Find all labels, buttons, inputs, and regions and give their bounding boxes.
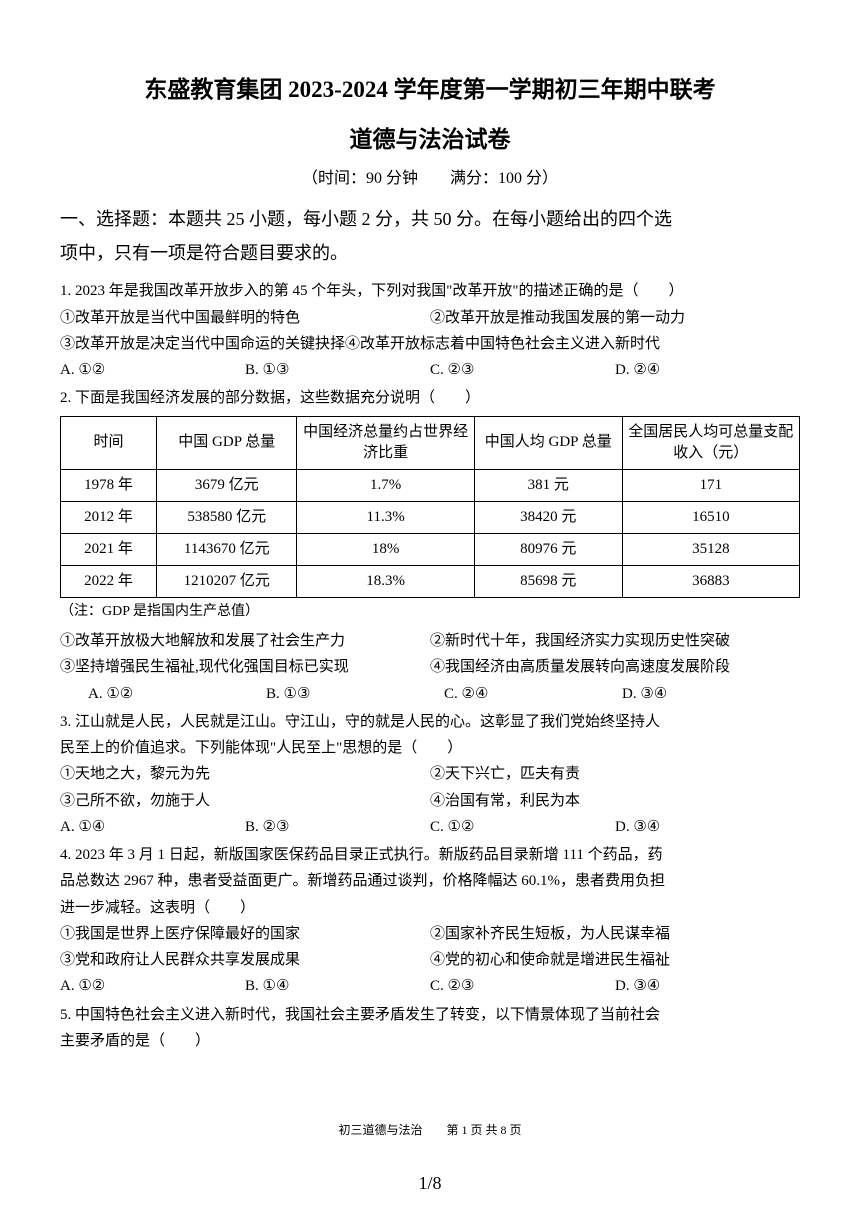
q2-option-c: C. ②④ [444, 681, 622, 707]
q2-option-d: D. ③④ [622, 681, 800, 707]
q4-option-d: D. ③④ [615, 973, 800, 999]
cell: 16510 [622, 501, 799, 533]
q1-option-b: B. ①③ [245, 357, 430, 383]
q4-stem-line3: 进一步减轻。这表明（ ） [60, 895, 800, 921]
q4-statement-3: ③党和政府让人民群众共享发展成果 [60, 947, 430, 973]
th-income: 全国居民人均可总量支配收入（元） [622, 416, 799, 469]
q3-option-c: C. ①② [430, 814, 615, 840]
q3-option-a: A. ①④ [60, 814, 245, 840]
cell: 36883 [622, 565, 799, 597]
q2-statement-2: ②新时代十年，我国经济实力实现历史性突破 [430, 628, 800, 654]
q1-option-d: D. ②④ [615, 357, 800, 383]
q3-stem-line2: 民至上的价值追求。下列能体现"人民至上"思想的是（ ） [60, 735, 800, 761]
exam-page: 东盛教育集团 2023-2024 学年度第一学期初三年期中联考 道德与法治试卷 … [0, 0, 860, 1216]
th-percapita: 中国人均 GDP 总量 [474, 416, 622, 469]
cell: 18.3% [297, 565, 474, 597]
title-sub: 道德与法治试卷 [60, 120, 800, 154]
table-row: 2012 年 538580 亿元 11.3% 38420 元 16510 [61, 501, 800, 533]
q4-stem-line1: 4. 2023 年 3 月 1 日起，新版国家医保药品目录正式执行。新版药品目录… [60, 842, 800, 868]
q1-statement-34: ③改革开放是决定当代中国命运的关键抉择④改革开放标志着中国特色社会主义进入新时代 [60, 331, 800, 357]
cell: 1.7% [297, 469, 474, 501]
section-heading: 一、选择题：本题共 25 小题，每小题 2 分，共 50 分。在每小题给出的四个… [60, 202, 800, 270]
q5-stem-line2: 主要矛盾的是（ ） [60, 1028, 800, 1054]
q4-stem-line2: 品总数达 2967 种，患者受益面更广。新增药品通过谈判，价格降幅达 60.1%… [60, 868, 800, 894]
table-row: 2021 年 1143670 亿元 18% 80976 元 35128 [61, 533, 800, 565]
table-row: 1978 年 3679 亿元 1.7% 381 元 171 [61, 469, 800, 501]
q4-statement-1: ①我国是世界上医疗保障最好的国家 [60, 921, 430, 947]
title-main: 东盛教育集团 2023-2024 学年度第一学期初三年期中联考 [60, 70, 800, 104]
cell: 2012 年 [61, 501, 157, 533]
table-header-row: 时间 中国 GDP 总量 中国经济总量约占世界经济比重 中国人均 GDP 总量 … [61, 416, 800, 469]
th-gdp: 中国 GDP 总量 [157, 416, 297, 469]
q2-data-table: 时间 中国 GDP 总量 中国经济总量约占世界经济比重 中国人均 GDP 总量 … [60, 416, 800, 598]
question-2: 2. 下面是我国经济发展的部分数据，这些数据充分说明（ ） 时间 中国 GDP … [60, 385, 800, 707]
q1-statement-1: ①改革开放是当代中国最鲜明的特色 [60, 305, 430, 331]
q4-option-c: C. ②③ [430, 973, 615, 999]
cell: 2022 年 [61, 565, 157, 597]
th-time: 时间 [61, 416, 157, 469]
q1-option-c: C. ②③ [430, 357, 615, 383]
q2-note: （注：GDP 是指国内生产总值） [60, 600, 800, 625]
question-5: 5. 中国特色社会主义进入新时代，我国社会主要矛盾发生了转变，以下情景体现了当前… [60, 1002, 800, 1055]
q2-option-b: B. ①③ [266, 681, 444, 707]
q2-stem: 2. 下面是我国经济发展的部分数据，这些数据充分说明（ ） [60, 385, 800, 411]
q3-stem-line1: 3. 江山就是人民，人民就是江山。守江山，守的就是人民的心。这彰显了我们党始终坚… [60, 709, 800, 735]
q4-statement-2: ②国家补齐民生短板，为人民谋幸福 [430, 921, 800, 947]
q1-option-a: A. ①② [60, 357, 245, 383]
cell: 1978 年 [61, 469, 157, 501]
q2-statement-3: ③坚持增强民生福祉,现代化强国目标已实现 [60, 654, 430, 680]
cell: 1210207 亿元 [157, 565, 297, 597]
q2-statement-1: ①改革开放极大地解放和发展了社会生产力 [60, 628, 430, 654]
cell: 3679 亿元 [157, 469, 297, 501]
q2-statement-4: ④我国经济由高质量发展转向高速度发展阶段 [430, 654, 800, 680]
question-1: 1. 2023 年是我国改革开放步入的第 45 个年头，下列对我国"改革开放"的… [60, 278, 800, 383]
cell: 11.3% [297, 501, 474, 533]
cell: 538580 亿元 [157, 501, 297, 533]
q3-option-d: D. ③④ [615, 814, 800, 840]
q4-option-b: B. ①④ [245, 973, 430, 999]
cell: 18% [297, 533, 474, 565]
q3-option-b: B. ②③ [245, 814, 430, 840]
table-row: 2022 年 1210207 亿元 18.3% 85698 元 36883 [61, 565, 800, 597]
cell: 381 元 [474, 469, 622, 501]
cell: 35128 [622, 533, 799, 565]
cell: 1143670 亿元 [157, 533, 297, 565]
cell: 38420 元 [474, 501, 622, 533]
q2-option-a: A. ①② [88, 681, 266, 707]
q4-option-a: A. ①② [60, 973, 245, 999]
q3-statement-1: ①天地之大，黎元为先 [60, 761, 430, 787]
q1-statement-2: ②改革开放是推动我国发展的第一动力 [430, 305, 800, 331]
page-footer: 初三道德与法治 第 1 页 共 8 页 [0, 1121, 860, 1138]
cell: 171 [622, 469, 799, 501]
exam-info: （时间：90 分钟 满分：100 分） [60, 164, 800, 188]
section-heading-line1: 一、选择题：本题共 25 小题，每小题 2 分，共 50 分。在每小题给出的四个… [60, 209, 672, 229]
q3-statement-2: ②天下兴亡，匹夫有责 [430, 761, 800, 787]
q3-statement-3: ③己所不欲，勿施于人 [60, 788, 430, 814]
q3-statement-4: ④治国有常，利民为本 [430, 788, 800, 814]
cell: 85698 元 [474, 565, 622, 597]
cell: 80976 元 [474, 533, 622, 565]
page-counter: 1/8 [0, 1173, 860, 1194]
q5-stem-line1: 5. 中国特色社会主义进入新时代，我国社会主要矛盾发生了转变，以下情景体现了当前… [60, 1002, 800, 1028]
q4-statement-4: ④党的初心和使命就是增进民生福祉 [430, 947, 800, 973]
q1-stem: 1. 2023 年是我国改革开放步入的第 45 个年头，下列对我国"改革开放"的… [60, 278, 800, 304]
question-4: 4. 2023 年 3 月 1 日起，新版国家医保药品目录正式执行。新版药品目录… [60, 842, 800, 1000]
cell: 2021 年 [61, 533, 157, 565]
th-share: 中国经济总量约占世界经济比重 [297, 416, 474, 469]
section-heading-line2: 项中，只有一项是符合题目要求的。 [60, 243, 348, 263]
question-3: 3. 江山就是人民，人民就是江山。守江山，守的就是人民的心。这彰显了我们党始终坚… [60, 709, 800, 840]
